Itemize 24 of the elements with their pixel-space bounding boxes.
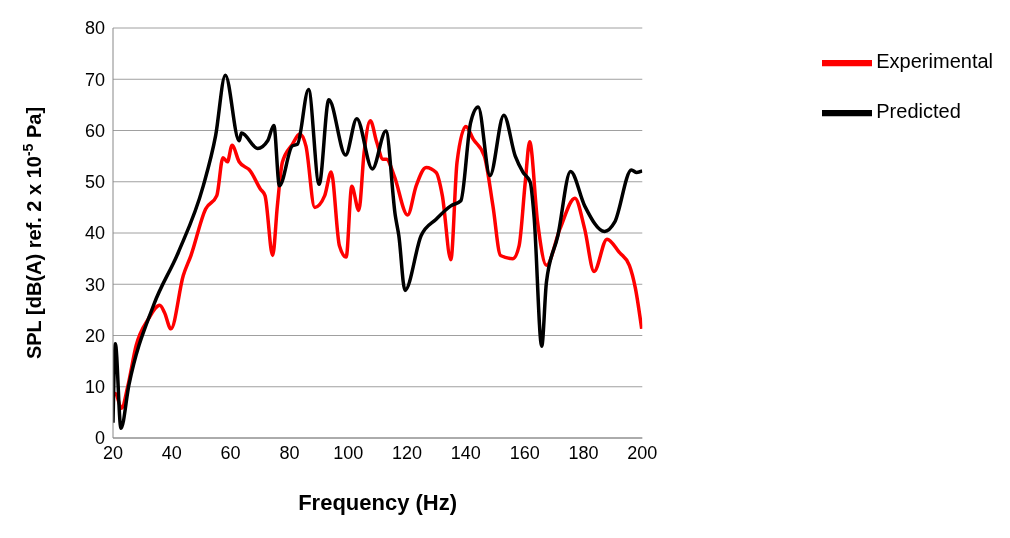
legend-label: Experimental <box>876 50 993 73</box>
x-tick-label: 140 <box>450 442 481 463</box>
y-tick-label: 20 <box>84 325 105 346</box>
x-tick-label: 40 <box>161 442 182 463</box>
line-series <box>113 73 643 431</box>
y-tick-label: 50 <box>84 172 105 193</box>
y-tick-label: 60 <box>84 120 105 141</box>
legend-label: Predicted <box>876 100 961 123</box>
y-tick-label: 10 <box>84 377 105 398</box>
x-tick-label: 20 <box>102 442 124 463</box>
y-tick-label: 0 <box>94 428 105 449</box>
x-tick-label: 100 <box>333 442 364 463</box>
x-tick-label: 120 <box>392 442 423 463</box>
x-tick-label: 180 <box>568 442 599 463</box>
y-tick-label: 70 <box>84 69 105 90</box>
y-tick-label: 80 <box>84 18 105 39</box>
x-axis-title: Frequency (Hz) <box>298 490 458 515</box>
x-tick-label: 200 <box>627 442 658 463</box>
x-tick-label: 160 <box>509 442 540 463</box>
y-tick-label: 40 <box>84 223 105 244</box>
x-tick-label: 80 <box>279 442 300 463</box>
y-tick-label: 30 <box>84 274 105 295</box>
line-series <box>113 119 643 411</box>
x-tick-label: 60 <box>220 442 241 463</box>
